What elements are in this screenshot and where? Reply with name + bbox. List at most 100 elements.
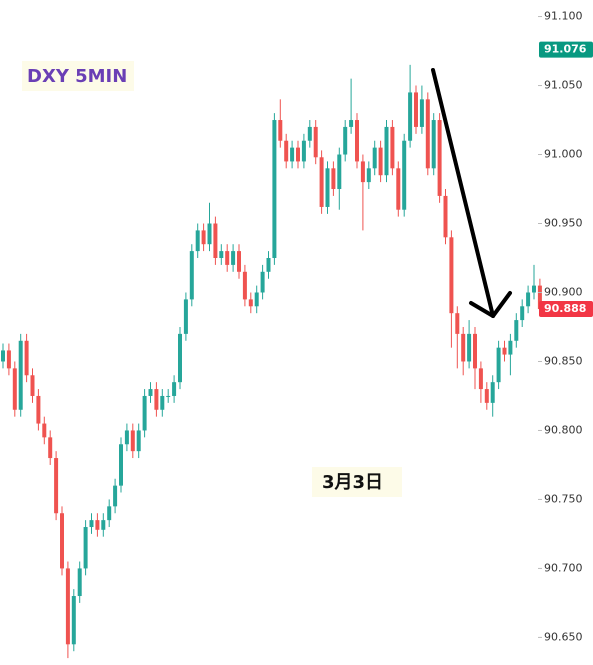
- candle-body: [189, 251, 194, 300]
- candle-body: [124, 430, 129, 445]
- arrow-shaft: [431, 68, 495, 318]
- candle-body: [95, 520, 100, 530]
- candle-body: [473, 333, 477, 369]
- candle-body: [195, 230, 200, 252]
- candle-body: [266, 257, 271, 272]
- candle-body: [390, 126, 395, 169]
- candle-body: [272, 120, 277, 258]
- candle-body: [77, 568, 82, 597]
- candle-body: [18, 340, 23, 410]
- candle-body: [89, 520, 94, 528]
- candle-body: [343, 126, 348, 155]
- candle-body: [490, 382, 495, 403]
- candle-body: [467, 333, 472, 362]
- candle-body: [219, 251, 224, 258]
- candle-body: [113, 485, 118, 507]
- candle-body: [201, 230, 206, 245]
- candle-body: [71, 596, 76, 645]
- candle-body: [425, 99, 430, 169]
- candle-body: [366, 168, 371, 183]
- candle-body: [1, 350, 5, 362]
- y-tick-label: 90.650: [544, 630, 583, 643]
- candles: [1, 64, 542, 659]
- y-tick-label: 91.100: [544, 10, 583, 23]
- candle-body: [65, 568, 70, 645]
- candle-body: [514, 320, 519, 341]
- candle-body: [414, 92, 418, 127]
- candle-body: [537, 285, 542, 310]
- candle-body: [337, 154, 342, 190]
- candle-body: [313, 126, 318, 158]
- arrow-head: [469, 291, 512, 318]
- candle-body: [431, 120, 436, 169]
- candle-body: [6, 350, 11, 369]
- candle-body: [307, 126, 312, 141]
- candle-body: [101, 520, 106, 530]
- y-tick-label: 91.050: [544, 79, 583, 92]
- candle-body: [130, 430, 135, 452]
- candle-body: [520, 306, 525, 321]
- candle-body: [325, 168, 330, 207]
- candle-body: [119, 444, 123, 486]
- candle-body: [142, 395, 147, 431]
- candle-body: [225, 251, 230, 265]
- candle-body: [136, 430, 141, 452]
- candle-body: [372, 147, 377, 169]
- y-tick-label: 90.800: [544, 423, 583, 436]
- candle-body: [296, 147, 300, 162]
- y-tick-label: 91.000: [544, 148, 583, 161]
- candle-body: [166, 395, 171, 397]
- y-tick-label: 90.700: [544, 561, 583, 574]
- candle-body: [254, 292, 259, 307]
- candle-body: [172, 382, 177, 396]
- y-tick-label: 90.900: [544, 285, 583, 298]
- price-label: 91.076: [544, 43, 587, 56]
- candle-body: [260, 271, 265, 293]
- candle-body: [278, 120, 283, 141]
- candle-body: [455, 313, 460, 334]
- candle-body: [36, 395, 41, 424]
- y-tick-label: 90.950: [544, 217, 583, 230]
- candle-body: [231, 251, 236, 265]
- candle-body: [526, 292, 531, 307]
- candle-body: [532, 285, 536, 293]
- candle-body: [83, 527, 88, 569]
- candle-body: [378, 147, 383, 176]
- candle-body: [107, 506, 112, 521]
- candle-body: [396, 168, 401, 210]
- candle-body: [319, 157, 324, 207]
- candle-body: [461, 333, 466, 362]
- candle-body: [30, 375, 35, 396]
- candle-body: [402, 140, 407, 210]
- candle-body: [437, 120, 442, 196]
- y-tick-label: 90.850: [544, 354, 583, 367]
- y-tick-label: 90.750: [544, 492, 583, 505]
- candle-body: [54, 458, 59, 514]
- candle-body: [242, 271, 247, 300]
- candle-body: [207, 223, 212, 245]
- candle-body: [502, 347, 507, 355]
- candle-body: [496, 347, 501, 383]
- candle-body: [478, 368, 483, 390]
- candle-body: [248, 299, 253, 307]
- candle-body: [355, 120, 359, 162]
- candle-body: [160, 395, 165, 410]
- annotation-background: [312, 467, 402, 497]
- candle-body: [449, 237, 454, 314]
- price-label-box: [539, 301, 593, 318]
- price-label-box: [539, 41, 593, 58]
- candle-body: [154, 389, 159, 410]
- candle-body: [331, 168, 336, 190]
- candle-body: [419, 99, 424, 127]
- candle-body: [183, 299, 188, 334]
- candle-body: [148, 389, 153, 396]
- candle-body: [42, 423, 47, 438]
- price-label: 90.888: [544, 302, 586, 315]
- candle-body: [484, 389, 489, 403]
- candle-body: [384, 126, 389, 176]
- candle-body: [24, 340, 29, 376]
- candle-body: [443, 195, 448, 238]
- candle-body: [60, 513, 64, 569]
- arrow: [431, 68, 512, 318]
